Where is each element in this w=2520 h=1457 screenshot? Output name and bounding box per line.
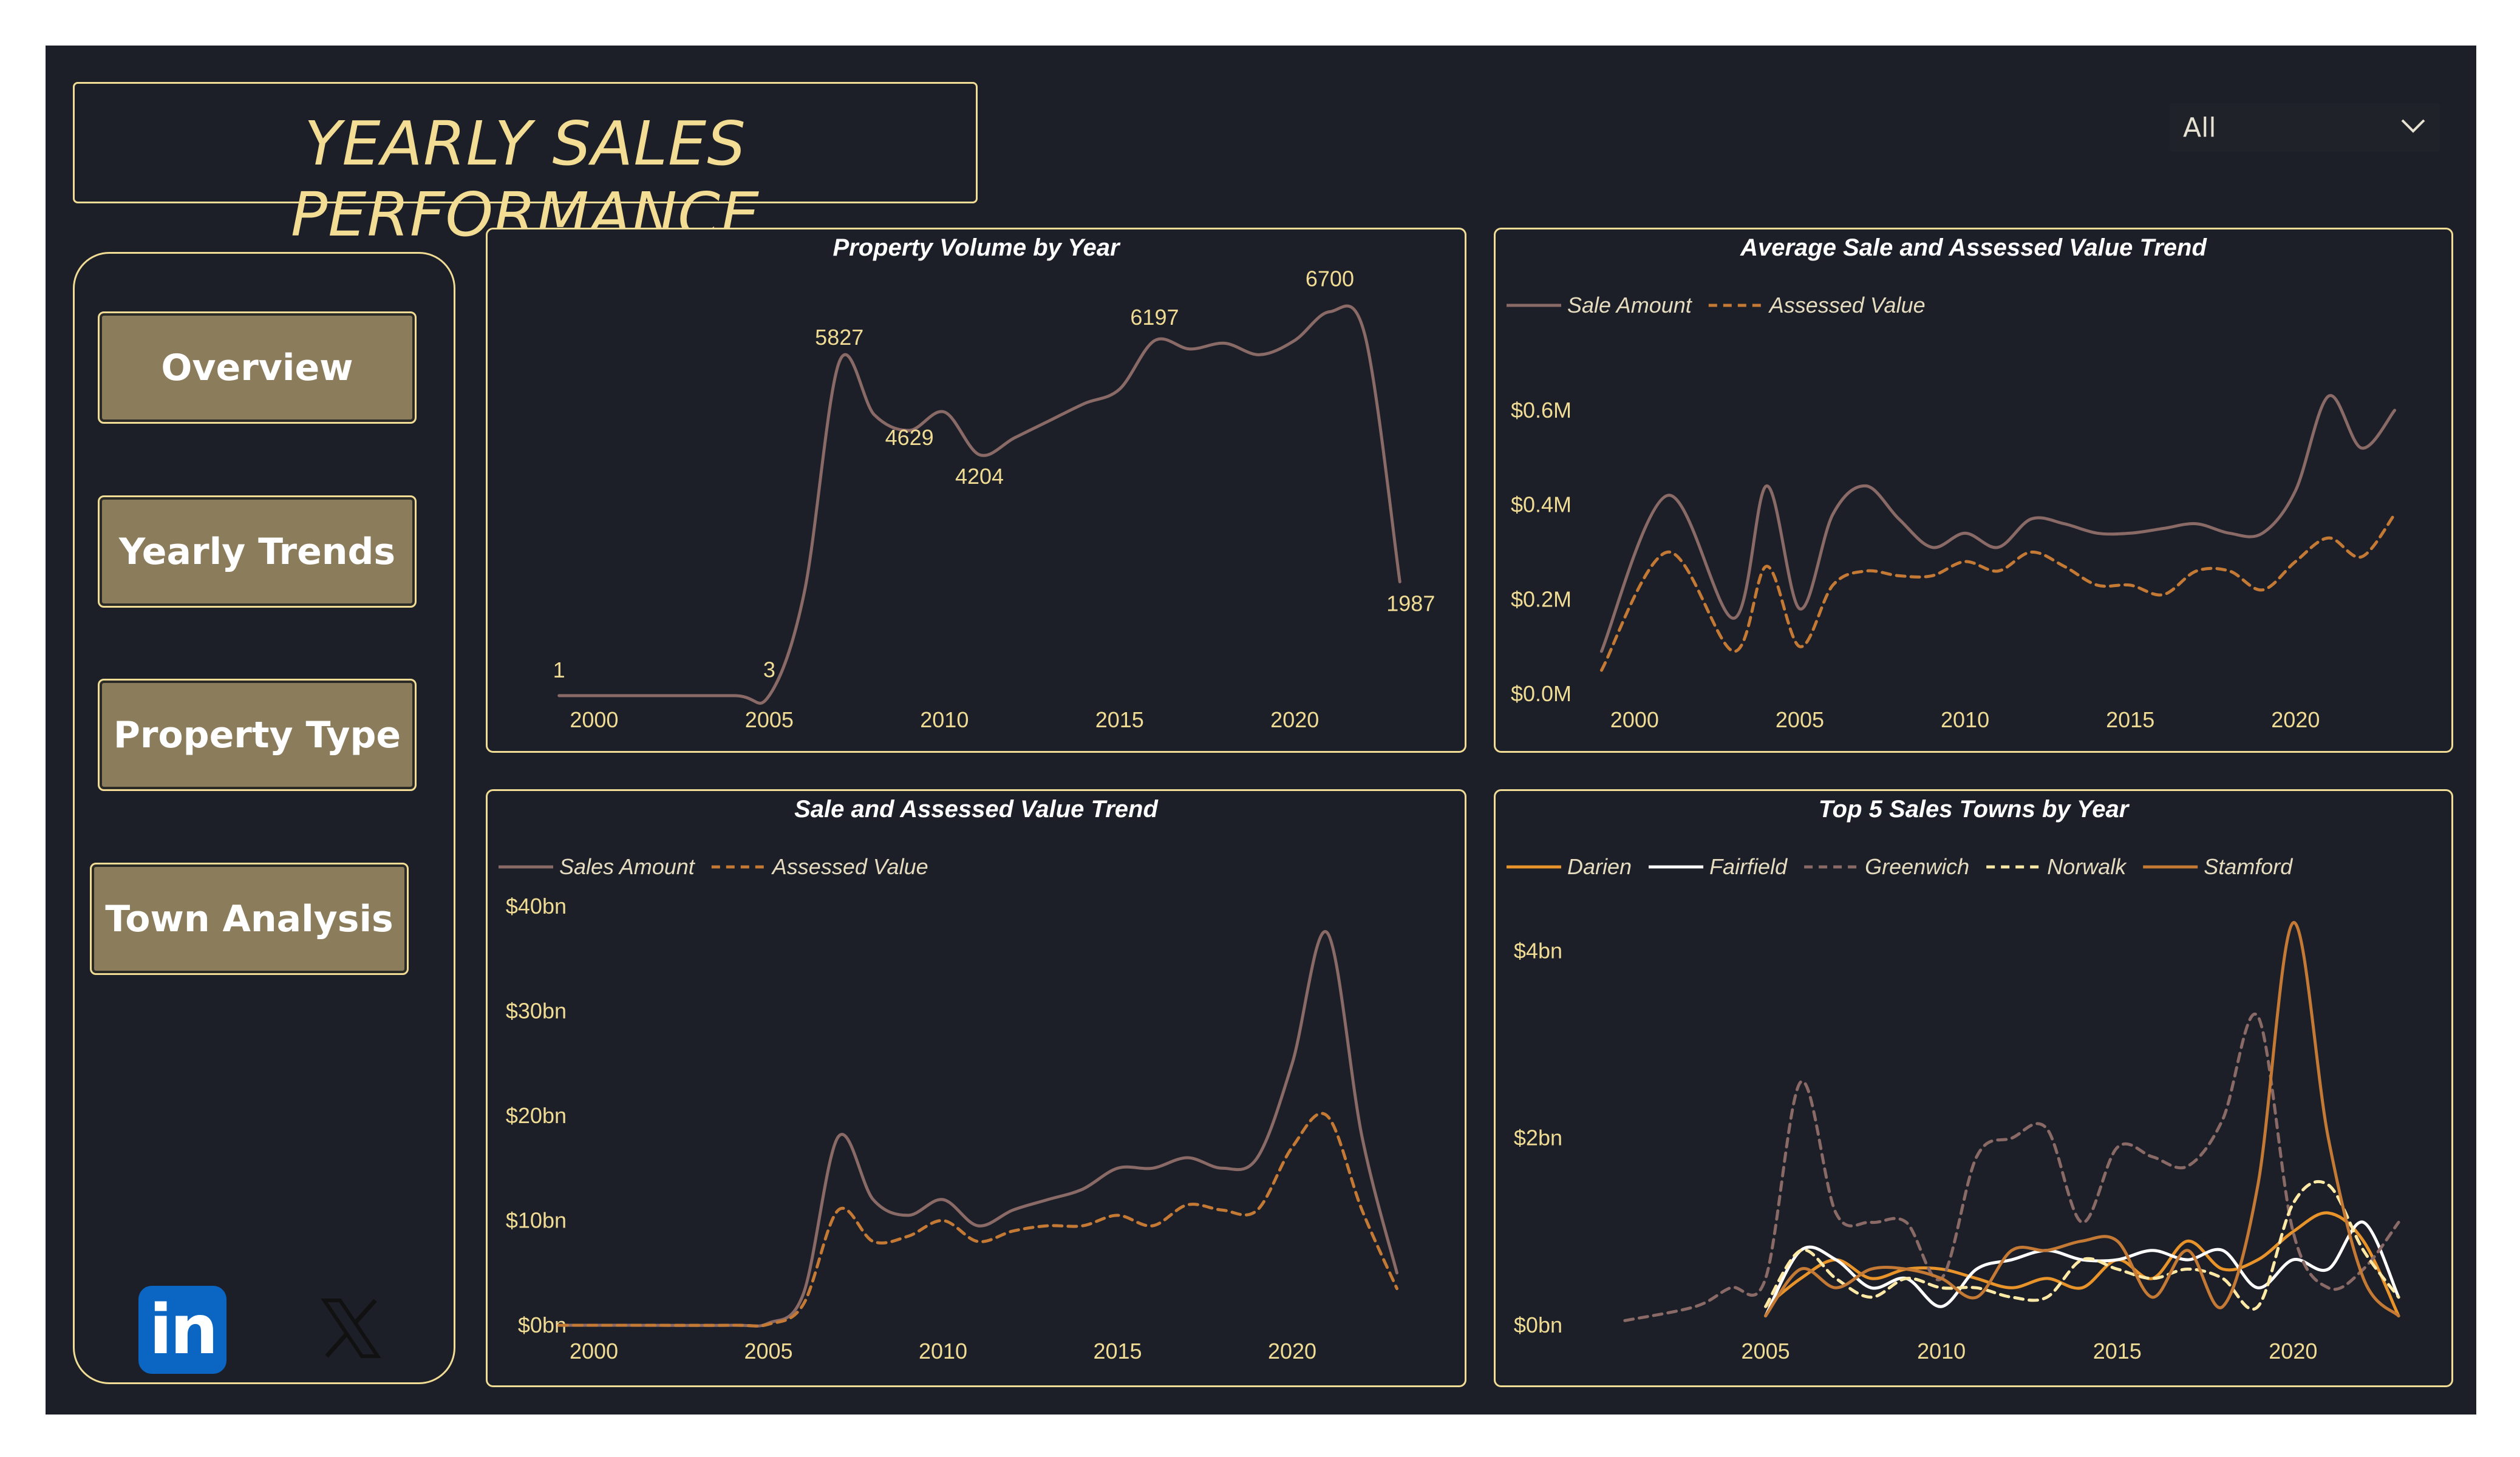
y-tick-label: $0.4M bbox=[1511, 492, 1572, 517]
series-line-sale-amount bbox=[1599, 394, 2397, 653]
legend-label-1: Assessed Value bbox=[771, 854, 928, 879]
legend-label-1: Fairfield bbox=[1709, 854, 1788, 879]
chart-title: Property Volume by Year bbox=[833, 234, 1120, 261]
y-tick-label: $40bn bbox=[506, 894, 567, 919]
avg-value-panel: Average Sale and Assessed Value Trend Sa… bbox=[1494, 228, 2453, 753]
data-label: 3 bbox=[763, 657, 775, 682]
title-box: YEARLY SALES PERFORMANCE bbox=[73, 82, 978, 250]
legend-label-1: Assessed Value bbox=[1768, 293, 1926, 318]
series-line-darien bbox=[1764, 1211, 2400, 1318]
y-tick-label: $10bn bbox=[506, 1208, 567, 1233]
y-tick-label: $0.6M bbox=[1511, 398, 1572, 423]
y-tick-label: $20bn bbox=[506, 1103, 567, 1128]
legend-label-4: Stamford bbox=[2204, 854, 2293, 879]
filter-value: All bbox=[2183, 112, 2216, 143]
data-label: 1 bbox=[553, 657, 565, 682]
x-tick-label: 2020 bbox=[2269, 1339, 2317, 1364]
data-label: 4204 bbox=[955, 464, 1004, 489]
series-line-norwalk bbox=[1764, 1180, 2400, 1311]
x-tick-label: 2000 bbox=[1610, 707, 1659, 732]
x-tick-label: 2010 bbox=[1941, 707, 1989, 732]
x-tick-label: 2000 bbox=[570, 1339, 618, 1364]
x-tick-label: 2000 bbox=[570, 707, 618, 732]
x-tick-label: 2015 bbox=[1095, 707, 1144, 732]
chart-title: Average Sale and Assessed Value Trend bbox=[1740, 234, 2207, 261]
series-line-stamford bbox=[1764, 921, 2400, 1318]
x-icon[interactable] bbox=[321, 1298, 381, 1359]
legend-label-0: Sale Amount bbox=[1567, 293, 1693, 318]
x-tick-label: 2010 bbox=[920, 707, 969, 732]
series-line-assessed-value bbox=[1599, 512, 2397, 672]
sidebar: Overview Yearly Trends Property Type Tow… bbox=[73, 252, 455, 1384]
x-tick-label: 2005 bbox=[1742, 1339, 1790, 1364]
property-volume-panel: Property Volume by Year 2000 2005 2010 2015… bbox=[486, 228, 1466, 753]
sale-assessed-chart: Sales Amount Assessed Value$0bn$10bn$20bn… bbox=[499, 854, 1398, 1364]
top-towns-chart: Darien Fairfield Greenwich Norwalk Stamford $… bbox=[1507, 854, 2400, 1364]
data-label: 6700 bbox=[1306, 267, 1354, 291]
legend-label-0: Sales Amount bbox=[559, 854, 696, 879]
series-line-0 bbox=[557, 304, 1401, 705]
nav-town-analysis-button[interactable]: Town Analysis bbox=[90, 863, 409, 975]
series-line-fairfield bbox=[1764, 1220, 2400, 1318]
property-volume-chart: 2000 2005 2010 2015 2020 1 3 5827 4629 4204 6197 67… bbox=[553, 267, 1435, 732]
nav-property-type-button[interactable]: Property Type bbox=[98, 679, 417, 791]
x-tick-label: 2020 bbox=[1270, 707, 1319, 732]
top-towns-panel: Top 5 Sales Towns by Year Darien Fairfiel… bbox=[1494, 789, 2453, 1387]
page-title: YEARLY SALES PERFORMANCE bbox=[290, 108, 760, 250]
x-tick-label: 2020 bbox=[1268, 1339, 1316, 1364]
x-tick-label: 2020 bbox=[2271, 707, 2320, 732]
dashboard: YEARLY SALES PERFORMANCE All Overview Ye… bbox=[46, 46, 2476, 1415]
sale-assessed-panel: Sale and Assessed Value Trend Sales Amou… bbox=[486, 789, 1466, 1387]
x-tick-label: 2015 bbox=[2106, 707, 2154, 732]
legend-label-0: Darien bbox=[1567, 854, 1632, 879]
x-tick-label: 2015 bbox=[2093, 1339, 2142, 1364]
x-tick-label: 2005 bbox=[1776, 707, 1824, 732]
x-tick-label: 2005 bbox=[744, 1339, 792, 1364]
y-tick-label: $0bn bbox=[1514, 1313, 1562, 1337]
x-tick-label: 2015 bbox=[1093, 1339, 1142, 1364]
series-line-greenwich bbox=[1623, 1013, 2400, 1322]
data-label: 1987 bbox=[1386, 591, 1435, 616]
data-label: 5827 bbox=[815, 325, 863, 350]
x-tick-label: 2005 bbox=[745, 707, 794, 732]
y-tick-label: $0.2M bbox=[1511, 586, 1572, 611]
data-label: 6197 bbox=[1130, 305, 1179, 330]
legend-label-3: Norwalk bbox=[2047, 854, 2127, 879]
y-tick-label: $30bn bbox=[506, 999, 567, 1024]
y-tick-label: $4bn bbox=[1514, 938, 1562, 963]
x-tick-label: 2010 bbox=[919, 1339, 967, 1364]
nav-yearly-trends-button[interactable]: Yearly Trends bbox=[98, 495, 417, 608]
chart-title: Top 5 Sales Towns by Year bbox=[1818, 796, 2129, 823]
series-line-sales-amount bbox=[557, 930, 1398, 1328]
chevron-down-icon bbox=[2401, 119, 2425, 133]
series-line-assessed-value bbox=[557, 1112, 1398, 1328]
x-tick-label: 2010 bbox=[1917, 1339, 1966, 1364]
linkedin-icon[interactable]: in bbox=[138, 1286, 226, 1374]
data-label: 4629 bbox=[885, 425, 934, 450]
y-tick-label: $0.0M bbox=[1511, 681, 1572, 706]
year-filter-dropdown[interactable]: All bbox=[2170, 103, 2440, 152]
y-tick-label: $2bn bbox=[1514, 1126, 1562, 1150]
avg-value-chart: Sale Amount Assessed Value $0.0M $0.2M $0.4M… bbox=[1507, 293, 2397, 732]
chart-title: Sale and Assessed Value Trend bbox=[794, 796, 1158, 823]
nav-overview-button[interactable]: Overview bbox=[98, 311, 417, 424]
legend-label-2: Greenwich bbox=[1865, 854, 1969, 879]
